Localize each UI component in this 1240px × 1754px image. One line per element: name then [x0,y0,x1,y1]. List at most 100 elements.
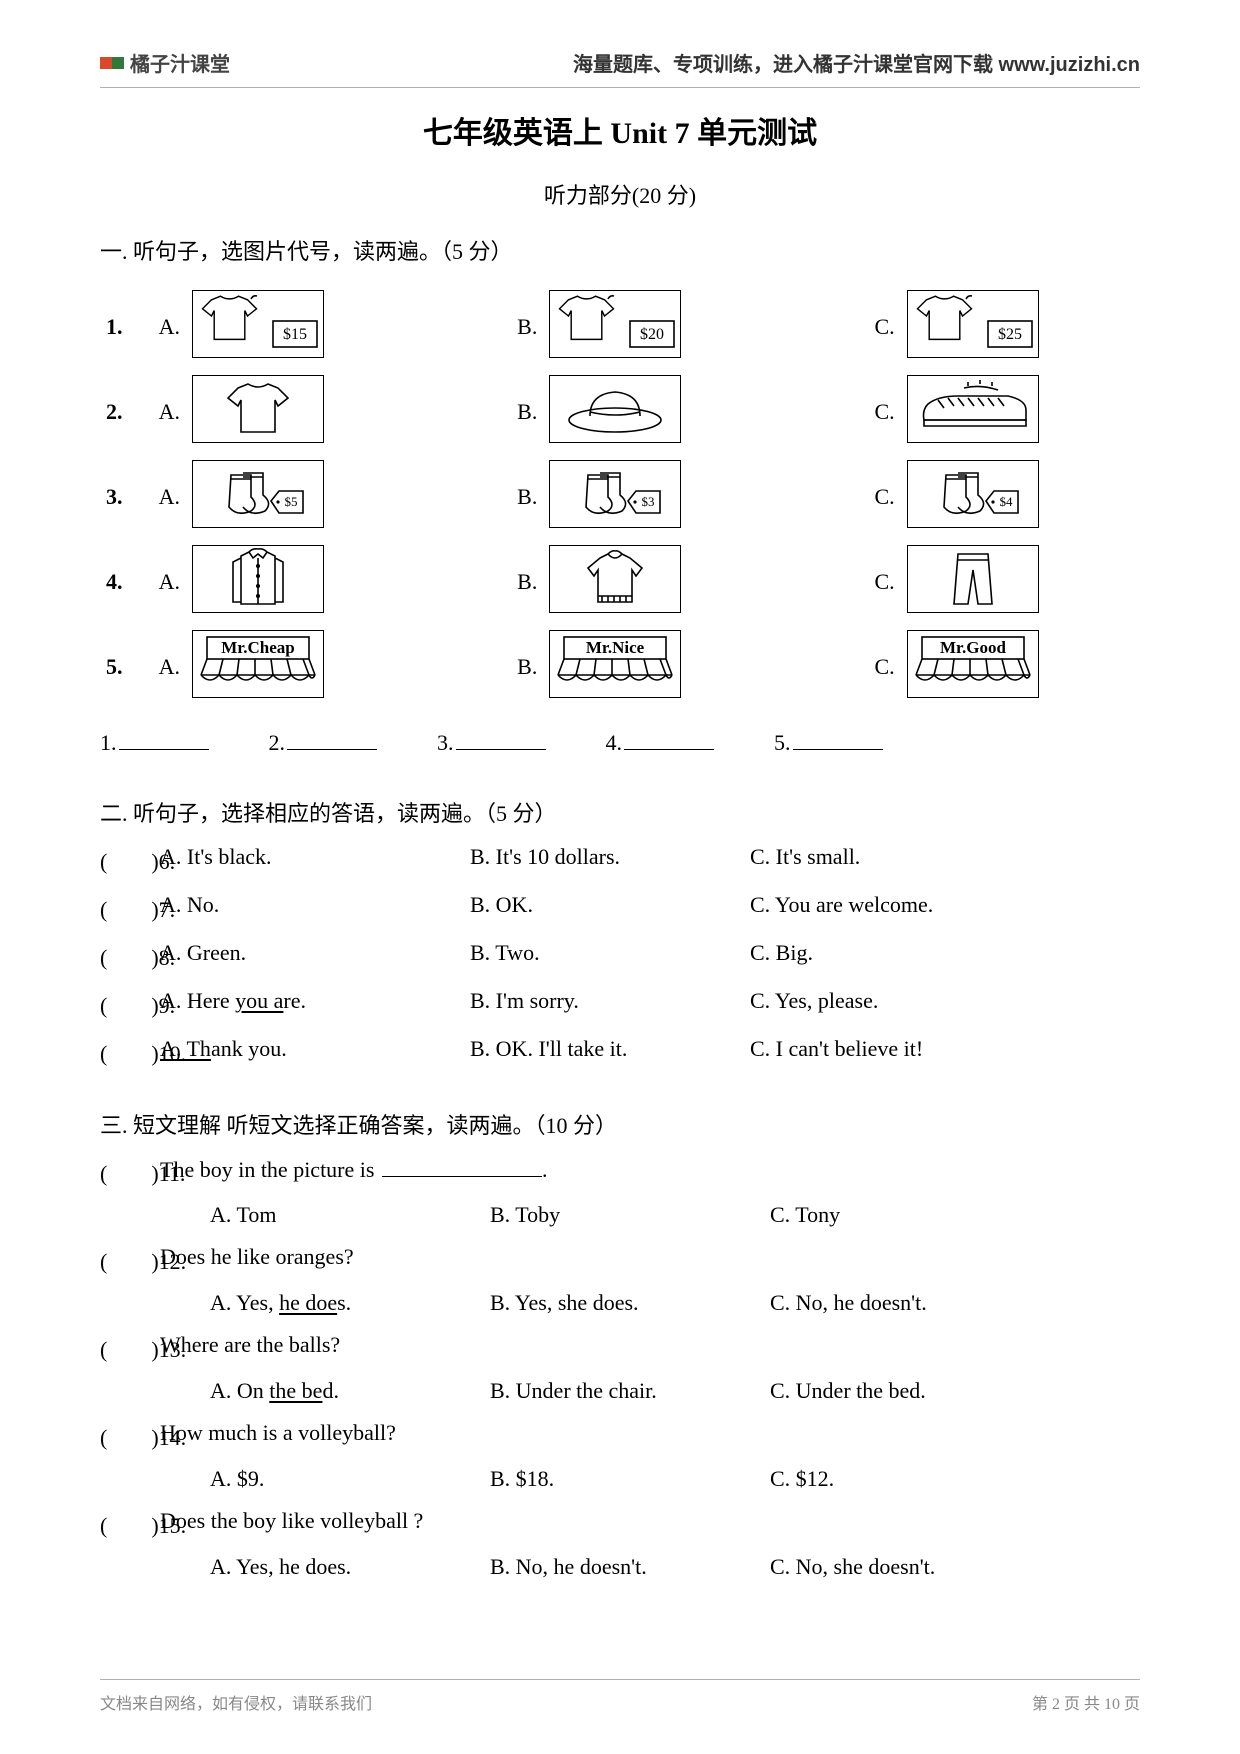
question-row: ( )7. A. No. B. OK. C. You are welcome. [100,892,1140,924]
option-c: C. $12. [770,1466,1140,1492]
question-options: A. On the bed. B. Under the chair. C. Un… [210,1378,1140,1404]
answer-paren[interactable]: ( )14. [100,1420,160,1452]
option-label: C. [855,288,901,365]
option-image: $25 [901,288,1140,365]
option-a: A. Tom [210,1202,490,1228]
listening-subtitle: 听力部分(20 分) [100,178,1140,210]
option-c: C. Tony [770,1202,1140,1228]
header-divider [100,87,1140,88]
picture-row: 3. A. $5 B. $3 C. $4 [100,458,1140,535]
option-label: A. [140,288,186,365]
svg-text:$5: $5 [285,494,298,509]
option-label: A. [140,543,186,620]
question-stem: Does he like oranges? [160,1244,354,1276]
option-label: A. [140,458,186,535]
option-label: C. [855,458,901,535]
question-stem: How much is a volleyball? [160,1420,396,1452]
question-stem-row: ( )15. Does the boy like volleyball ? [100,1508,1140,1540]
answer-paren[interactable]: ( )11. [100,1156,160,1188]
section3-list: ( )11. The boy in the picture is . A. To… [100,1156,1140,1580]
answer-paren[interactable]: ( )8. [100,940,160,972]
answer-paren[interactable]: ( )7. [100,892,160,924]
option-c: C. No, he doesn't. [770,1290,1140,1316]
svg-text:$20: $20 [640,326,664,343]
question-row: ( )9. A. Here you are. B. I'm sorry. C. … [100,988,1140,1020]
section2-head: 二. 听句子，选择相应的答语，读两遍。（5 分） [100,796,1140,828]
page-footer: 文档来自网络，如有侵权，请联系我们 第 2 页 共 10 页 [100,1671,1140,1714]
option-image [901,543,1140,620]
option-c: C. Yes, please. [750,988,1140,1020]
row-number: 1. [100,288,140,365]
question-options: A. Tom B. Toby C. Tony [210,1202,1140,1228]
answer-paren[interactable]: ( )6. [100,844,160,876]
option-image: $4 [901,458,1140,535]
option-b: B. It's 10 dollars. [470,844,750,876]
option-b: B. Under the chair. [490,1378,770,1404]
row-number: 4. [100,543,140,620]
question-stem: The boy in the picture is . [160,1156,547,1188]
section1-head: 一. 听句子，选图片代号，读两遍。（5 分） [100,234,1140,266]
section2-list: ( )6. A. It's black. B. It's 10 dollars.… [100,844,1140,1068]
option-label: C. [855,543,901,620]
answer-paren[interactable]: ( )15. [100,1508,160,1540]
option-image [186,543,425,620]
picture-row: 2. A. B. C. [100,373,1140,450]
question-row: ( )6. A. It's black. B. It's 10 dollars.… [100,844,1140,876]
option-a: A. $9. [210,1466,490,1492]
answer-blank[interactable]: 3. [437,729,546,756]
svg-text:Mr.Cheap: Mr.Cheap [221,638,295,657]
footer-left: 文档来自网络，如有侵权，请联系我们 [100,1690,372,1714]
question-options: A. $9. B. $18. C. $12. [210,1466,1140,1492]
option-a: A. It's black. [160,844,470,876]
option-a: A. Thank you. [160,1036,470,1068]
option-label: A. [140,373,186,450]
question-stem-row: ( )11. The boy in the picture is . [100,1156,1140,1188]
option-image: Mr.Cheap [186,628,425,705]
answer-blank[interactable]: 1. [100,729,209,756]
section3-head: 三. 短文理解 听短文选择正确答案，读两遍。（10 分） [100,1108,1140,1140]
option-label: B. [497,628,543,705]
option-b: B. Toby [490,1202,770,1228]
page-title: 七年级英语上 Unit 7 单元测试 [100,108,1140,152]
option-image: $20 [543,288,782,365]
page-header: 橘子汁课堂 海量题库、专项训练，进入橘子汁课堂官网下载 www.juzizhi.… [100,40,1140,87]
option-image: Mr.Nice [543,628,782,705]
option-a: A. No. [160,892,470,924]
option-c: C. Under the bed. [770,1378,1140,1404]
row-number: 2. [100,373,140,450]
svg-text:$15: $15 [283,326,307,343]
row-number: 3. [100,458,140,535]
answer-paren[interactable]: ( )13. [100,1332,160,1364]
answer-blank[interactable]: 5. [774,729,883,756]
option-image: Mr.Good [901,628,1140,705]
answer-blank[interactable]: 4. [606,729,715,756]
logo-icon [100,57,124,69]
option-b: B. $18. [490,1466,770,1492]
brand-logo: 橘子汁课堂 [100,48,230,77]
answer-paren[interactable]: ( )9. [100,988,160,1020]
question-options: A. Yes, he does. B. Yes, she does. C. No… [210,1290,1140,1316]
option-a: A. Green. [160,940,470,972]
question-stem: Where are the balls? [160,1332,340,1364]
question-options: A. Yes, he does. B. No, he doesn't. C. N… [210,1554,1140,1580]
svg-text:$25: $25 [998,326,1022,343]
option-c: C. Big. [750,940,1140,972]
option-label: B. [497,458,543,535]
option-image: $5 [186,458,425,535]
option-label: B. [497,543,543,620]
option-label: A. [140,628,186,705]
brand-text: 橘子汁课堂 [130,48,230,77]
answer-paren[interactable]: ( )12. [100,1244,160,1276]
option-image [543,373,782,450]
option-image: $3 [543,458,782,535]
answer-blank[interactable]: 2. [269,729,378,756]
option-c: C. No, she doesn't. [770,1554,1140,1580]
option-label: B. [497,288,543,365]
answer-blanks-row: 1. 2. 3. 4. 5. [100,729,1140,756]
answer-paren[interactable]: ( )10. [100,1036,160,1068]
svg-text:$4: $4 [999,494,1013,509]
question-row: ( )10. A. Thank you. B. OK. I'll take it… [100,1036,1140,1068]
option-image: $15 [186,288,425,365]
option-b: B. Yes, she does. [490,1290,770,1316]
question-row: ( )8. A. Green. B. Two. C. Big. [100,940,1140,972]
